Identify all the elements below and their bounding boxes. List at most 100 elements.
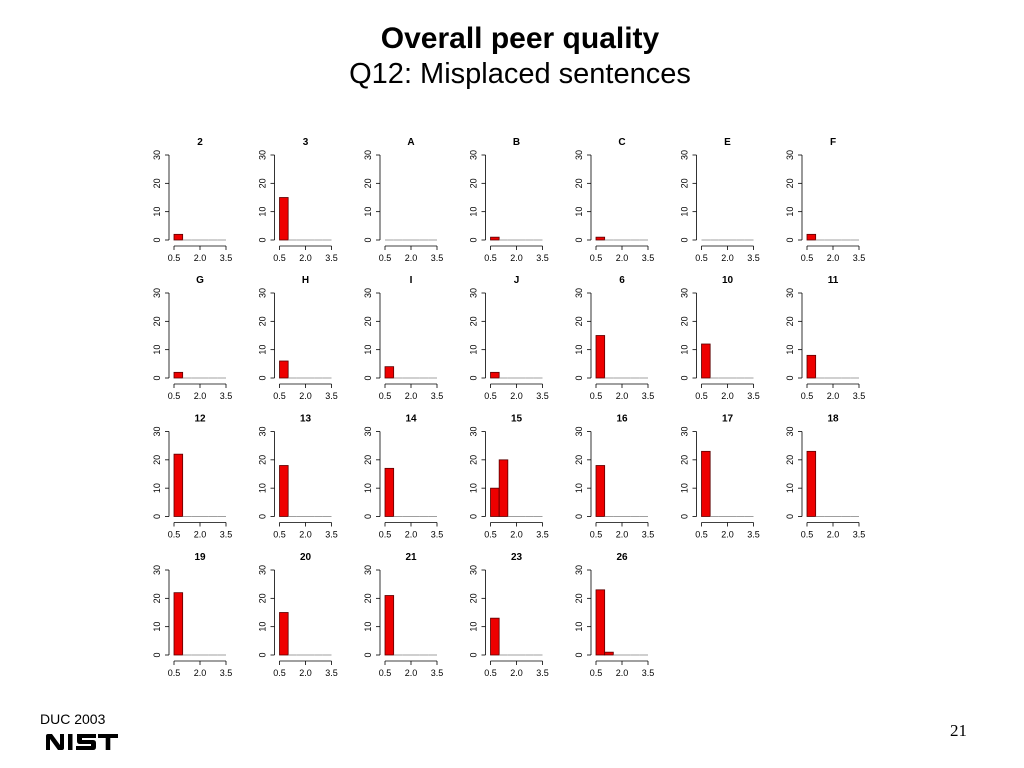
y-tick-label: 20 bbox=[785, 316, 795, 326]
x-tick-label: 3.5 bbox=[220, 668, 233, 678]
y-tick-label: 20 bbox=[469, 178, 479, 188]
y-tick-label: 20 bbox=[469, 593, 479, 603]
x-tick-label: 2.0 bbox=[194, 668, 207, 678]
histogram-bar bbox=[384, 595, 395, 656]
histogram-panel: J 0 10 20 30 0.5 2.0 3.5 bbox=[469, 275, 549, 401]
y-tick-label: 20 bbox=[680, 316, 690, 326]
x-tick-label: 3.5 bbox=[747, 253, 760, 263]
y-tick-label: 30 bbox=[469, 150, 479, 160]
x-tick-label: 3.5 bbox=[642, 253, 655, 263]
y-tick-label: 30 bbox=[574, 150, 584, 160]
x-tick-label: 2.0 bbox=[405, 253, 418, 263]
x-tick-label: 0.5 bbox=[801, 530, 814, 540]
x-tick-label: 2.0 bbox=[299, 391, 312, 401]
x-tick-label: 3.5 bbox=[536, 668, 549, 678]
y-tick-label: 0 bbox=[363, 514, 373, 519]
y-tick-label: 20 bbox=[363, 316, 373, 326]
x-tick-label: 3.5 bbox=[431, 391, 444, 401]
y-tick-label: 30 bbox=[152, 565, 162, 575]
x-tick-label: 0.5 bbox=[273, 530, 286, 540]
y-tick-label: 0 bbox=[785, 375, 795, 380]
histogram-bar bbox=[490, 617, 500, 656]
panel-title: G bbox=[196, 275, 204, 286]
y-tick-label: 0 bbox=[152, 237, 162, 242]
histogram-panel: I 0 10 20 30 0.5 2.0 3.5 bbox=[363, 275, 443, 401]
histogram-panel: A 0 10 20 30 0.5 2.0 3.5 bbox=[363, 137, 443, 263]
x-tick-label: 0.5 bbox=[590, 253, 603, 263]
y-tick-label: 30 bbox=[363, 150, 373, 160]
x-tick-label: 3.5 bbox=[747, 530, 760, 540]
x-tick-label: 3.5 bbox=[642, 668, 655, 678]
histogram-panel: 18 0 10 20 30 0.5 2.0 3.5 bbox=[785, 414, 865, 540]
footer-conference-label: DUC 2003 bbox=[40, 711, 106, 727]
panel-title: 26 bbox=[616, 552, 628, 563]
y-tick-label: 30 bbox=[469, 565, 479, 575]
histogram-bar bbox=[595, 236, 606, 241]
y-tick-label: 20 bbox=[363, 593, 373, 603]
histogram-bar bbox=[498, 459, 509, 517]
x-tick-label: 0.5 bbox=[273, 391, 286, 401]
panel-title: 20 bbox=[300, 552, 312, 563]
y-tick-label: 0 bbox=[574, 375, 584, 380]
y-tick-label: 0 bbox=[680, 237, 690, 242]
x-tick-label: 2.0 bbox=[616, 668, 629, 678]
x-tick-label: 0.5 bbox=[590, 530, 603, 540]
y-tick-label: 30 bbox=[152, 150, 162, 160]
panel-title: C bbox=[618, 137, 625, 148]
panel-title: 11 bbox=[828, 275, 839, 286]
y-tick-label: 20 bbox=[363, 455, 373, 465]
histogram-panel: C 0 10 20 30 0.5 2.0 3.5 bbox=[574, 137, 654, 263]
x-tick-label: 2.0 bbox=[616, 391, 629, 401]
histogram-panel: 11 0 10 20 30 0.5 2.0 3.5 bbox=[785, 275, 865, 401]
x-tick-label: 2.0 bbox=[510, 253, 523, 263]
panel-title: 2 bbox=[197, 137, 203, 148]
y-tick-label: 0 bbox=[258, 375, 268, 380]
y-tick-label: 30 bbox=[258, 426, 268, 436]
x-tick-label: 3.5 bbox=[431, 668, 444, 678]
histogram-panel: 15 0 10 20 30 0.5 2.0 3.5 bbox=[469, 414, 549, 540]
histogram-panel: 13 0 10 20 30 0.5 2.0 3.5 bbox=[258, 414, 338, 540]
y-tick-label: 10 bbox=[785, 207, 795, 217]
y-tick-label: 10 bbox=[469, 483, 479, 493]
panel-title: 18 bbox=[827, 414, 839, 425]
y-tick-label: 10 bbox=[469, 622, 479, 632]
x-tick-label: 3.5 bbox=[325, 668, 338, 678]
x-tick-label: 2.0 bbox=[194, 391, 207, 401]
panel-title: 23 bbox=[511, 552, 523, 563]
y-tick-label: 20 bbox=[469, 455, 479, 465]
y-tick-label: 10 bbox=[680, 345, 690, 355]
x-tick-label: 2.0 bbox=[510, 668, 523, 678]
x-tick-label: 2.0 bbox=[405, 668, 418, 678]
histogram-panel: 16 0 10 20 30 0.5 2.0 3.5 bbox=[574, 414, 654, 540]
y-tick-label: 10 bbox=[152, 207, 162, 217]
x-tick-label: 0.5 bbox=[168, 391, 181, 401]
y-tick-label: 0 bbox=[680, 514, 690, 519]
panel-title: 21 bbox=[405, 552, 417, 563]
y-tick-label: 10 bbox=[680, 483, 690, 493]
y-tick-label: 0 bbox=[363, 375, 373, 380]
x-tick-label: 0.5 bbox=[379, 668, 392, 678]
y-tick-label: 30 bbox=[258, 288, 268, 298]
histogram-panel: 20 0 10 20 30 0.5 2.0 3.5 bbox=[258, 552, 338, 678]
x-tick-label: 3.5 bbox=[220, 391, 233, 401]
histogram-bar bbox=[173, 371, 184, 379]
y-tick-label: 30 bbox=[680, 288, 690, 298]
y-tick-label: 20 bbox=[574, 455, 584, 465]
y-tick-label: 0 bbox=[152, 514, 162, 519]
y-tick-label: 10 bbox=[363, 345, 373, 355]
x-tick-label: 0.5 bbox=[590, 668, 603, 678]
y-tick-label: 10 bbox=[258, 622, 268, 632]
panel-title: 14 bbox=[405, 414, 417, 425]
y-tick-label: 0 bbox=[152, 375, 162, 380]
x-tick-label: 3.5 bbox=[325, 391, 338, 401]
panel-title: A bbox=[407, 137, 414, 148]
y-tick-label: 30 bbox=[785, 426, 795, 436]
y-tick-label: 30 bbox=[680, 426, 690, 436]
x-tick-label: 0.5 bbox=[379, 391, 392, 401]
x-tick-label: 2.0 bbox=[405, 391, 418, 401]
x-tick-label: 0.5 bbox=[484, 253, 497, 263]
panel-title: 19 bbox=[194, 552, 206, 563]
histogram-panel: 12 0 10 20 30 0.5 2.0 3.5 bbox=[152, 414, 232, 540]
y-tick-label: 0 bbox=[363, 652, 373, 657]
